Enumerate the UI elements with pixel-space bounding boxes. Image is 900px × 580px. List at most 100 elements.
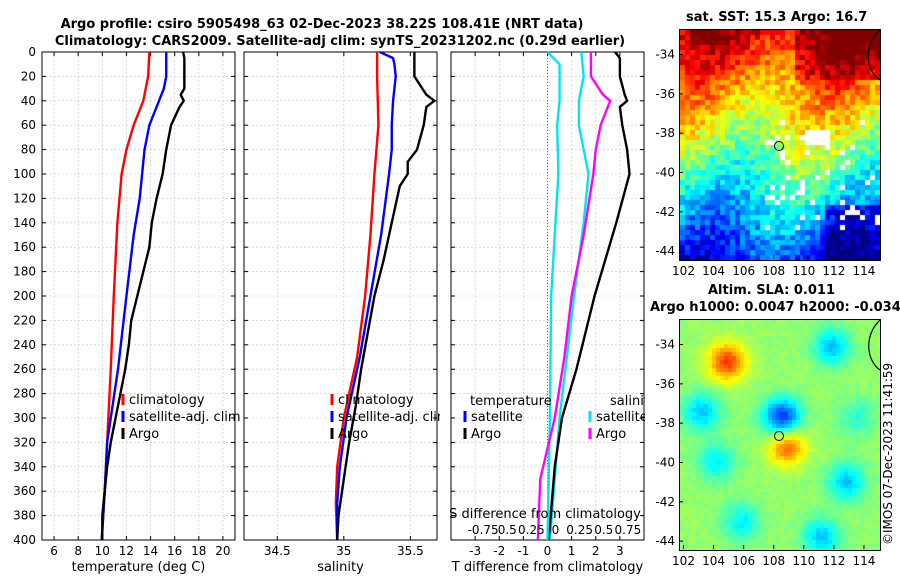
lon-tick-label: 104 xyxy=(702,554,725,568)
x-tick-label: 3 xyxy=(616,544,624,558)
depth-tick-label: 140 xyxy=(13,216,36,230)
depth-tick-label: 80 xyxy=(21,143,36,157)
legend-label: Argo xyxy=(338,427,368,442)
depth-tick-label: 340 xyxy=(13,460,36,474)
x-tick-label: 34.5 xyxy=(264,544,291,558)
legend-label: Argo xyxy=(471,427,501,442)
depth-tick-label: 260 xyxy=(13,362,36,376)
difference-profile-chart: -3 -2 -1 0 1 2 3T difference from climatologyt… xyxy=(449,51,645,575)
depth-tick-label: 360 xyxy=(13,484,36,498)
lat-tick-label: -42 xyxy=(655,205,675,219)
lon-tick-label: 104 xyxy=(702,264,725,278)
series-line-salinity-argo xyxy=(536,52,612,541)
x-tick-label: -1 xyxy=(517,544,529,558)
sst-map xyxy=(679,29,881,261)
lat-tick-label: -34 xyxy=(655,338,675,352)
x-tick-label: -3 xyxy=(469,544,481,558)
lon-tick-label: 102 xyxy=(672,554,695,568)
secondary-x-tick-label: 0 xyxy=(552,523,560,537)
sst-map-title: sat. SST: 15.3 Argo: 16.7 xyxy=(686,10,868,25)
depth-tick-label: 20 xyxy=(21,69,36,83)
series-line-satellite-adj-clim xyxy=(100,52,168,541)
x-tick-label: 0 xyxy=(544,544,552,558)
lat-tick-label: -36 xyxy=(655,87,675,101)
lat-tick-label: -40 xyxy=(655,456,675,470)
series-line-argo xyxy=(335,52,436,541)
lon-tick-label: 108 xyxy=(762,264,785,278)
depth-tick-label: 180 xyxy=(13,265,36,279)
x-tick-label: 1 xyxy=(568,544,576,558)
secondary-x-tick-label: 0.5 xyxy=(498,523,517,537)
lon-tick-label: 112 xyxy=(822,554,845,568)
depth-tick-label: 320 xyxy=(13,435,36,449)
depth-tick-label: 220 xyxy=(13,313,36,327)
lat-tick-label: -40 xyxy=(655,166,675,180)
salinity-profile-chart: 34.5 35 35.5 salinity climatology satellite-a… xyxy=(243,50,440,575)
depth-tick-label: 300 xyxy=(13,411,36,425)
series-line-temperature-argo xyxy=(547,51,631,541)
x-tick-label: 10 xyxy=(95,544,110,558)
depth-tick-label: 280 xyxy=(13,387,36,401)
x-tick-label: 35 xyxy=(336,544,351,558)
legend-label: satellite-adj. clim xyxy=(129,410,240,425)
legend-label: satellite-adj. clim xyxy=(338,410,440,425)
sla-map-title-2: Argo h1000: 0.0047 h2000: -0.034 xyxy=(650,300,900,315)
x-tick-label: 16 xyxy=(167,544,182,558)
lat-tick-label: -36 xyxy=(655,377,675,391)
legend-label: Argo xyxy=(129,427,159,442)
lon-tick-label: 114 xyxy=(853,264,876,278)
lon-tick-label: 108 xyxy=(762,554,785,568)
secondary-x-tick-label: -0.75 xyxy=(468,523,499,537)
sla-map-outline xyxy=(868,320,880,371)
x-tick-label: 12 xyxy=(119,544,134,558)
legend-group-title: temperature xyxy=(470,394,552,409)
x-tick-label: 18 xyxy=(191,544,206,558)
sla-argo-marker xyxy=(774,431,784,441)
legend-label: satellite xyxy=(596,410,645,425)
x-tick-label: 35.5 xyxy=(397,544,424,558)
imos-timestamp: ©IMOS 07-Dec-2023 11:41:59 xyxy=(881,362,895,545)
lat-tick-label: -44 xyxy=(655,534,675,548)
series-line-argo xyxy=(101,51,186,540)
series-line-salinity-satellite xyxy=(546,51,561,541)
depth-tick-label: 400 xyxy=(13,533,36,547)
depth-tick-label: 160 xyxy=(13,240,36,254)
sla-map-title-1: Altim. SLA: 0.011 xyxy=(708,283,835,298)
secondary-x-tick-label: 0.25 xyxy=(518,523,545,537)
x-tick-label: 6 xyxy=(50,544,58,558)
depth-tick-label: 100 xyxy=(13,167,36,181)
lon-tick-label: 106 xyxy=(732,264,755,278)
legend-label: climatology xyxy=(338,393,414,408)
lon-tick-label: 102 xyxy=(672,264,695,278)
x-tick-label: 14 xyxy=(143,544,158,558)
header-line-2: Climatology: CARS2009. Satellite-adj cli… xyxy=(55,34,625,49)
secondary-x-tick-label: 0.5 xyxy=(594,523,613,537)
sst-argo-marker xyxy=(774,141,784,151)
depth-tick-label: 40 xyxy=(21,94,36,108)
x-tick-label: 8 xyxy=(74,544,82,558)
x-axis-label: T difference from climatology xyxy=(451,560,644,575)
depth-tick-label: 0 xyxy=(28,45,36,59)
depth-tick-label: 60 xyxy=(21,118,36,132)
lon-tick-label: 110 xyxy=(792,554,815,568)
header-line-1: Argo profile: csiro 5905498_63 02-Dec-20… xyxy=(61,17,584,32)
x-tick-label: 2 xyxy=(592,544,600,558)
secondary-x-tick-label: 0.25 xyxy=(566,523,593,537)
legend-label: climatology xyxy=(129,393,205,408)
legend-group-title: salinity xyxy=(610,394,645,409)
lon-tick-label: 112 xyxy=(822,264,845,278)
lat-tick-label: -42 xyxy=(655,495,675,509)
x-axis-label: temperature (deg C) xyxy=(72,560,206,575)
lat-tick-label: -38 xyxy=(655,416,675,430)
sst-map-outline xyxy=(867,30,880,81)
x-tick-label: -2 xyxy=(493,544,505,558)
series-line-satellite-adj-clim xyxy=(335,50,397,540)
lat-tick-label: -38 xyxy=(655,126,675,140)
secondary-x-label: S difference from climatology xyxy=(449,507,641,522)
secondary-x-tick-label: 0.75 xyxy=(615,523,642,537)
depth-tick-label: 200 xyxy=(13,289,36,303)
lat-tick-label: -44 xyxy=(655,244,675,258)
x-axis-label: salinity xyxy=(317,560,364,575)
legend-label: satellite xyxy=(471,410,523,425)
x-tick-label: 20 xyxy=(215,544,230,558)
